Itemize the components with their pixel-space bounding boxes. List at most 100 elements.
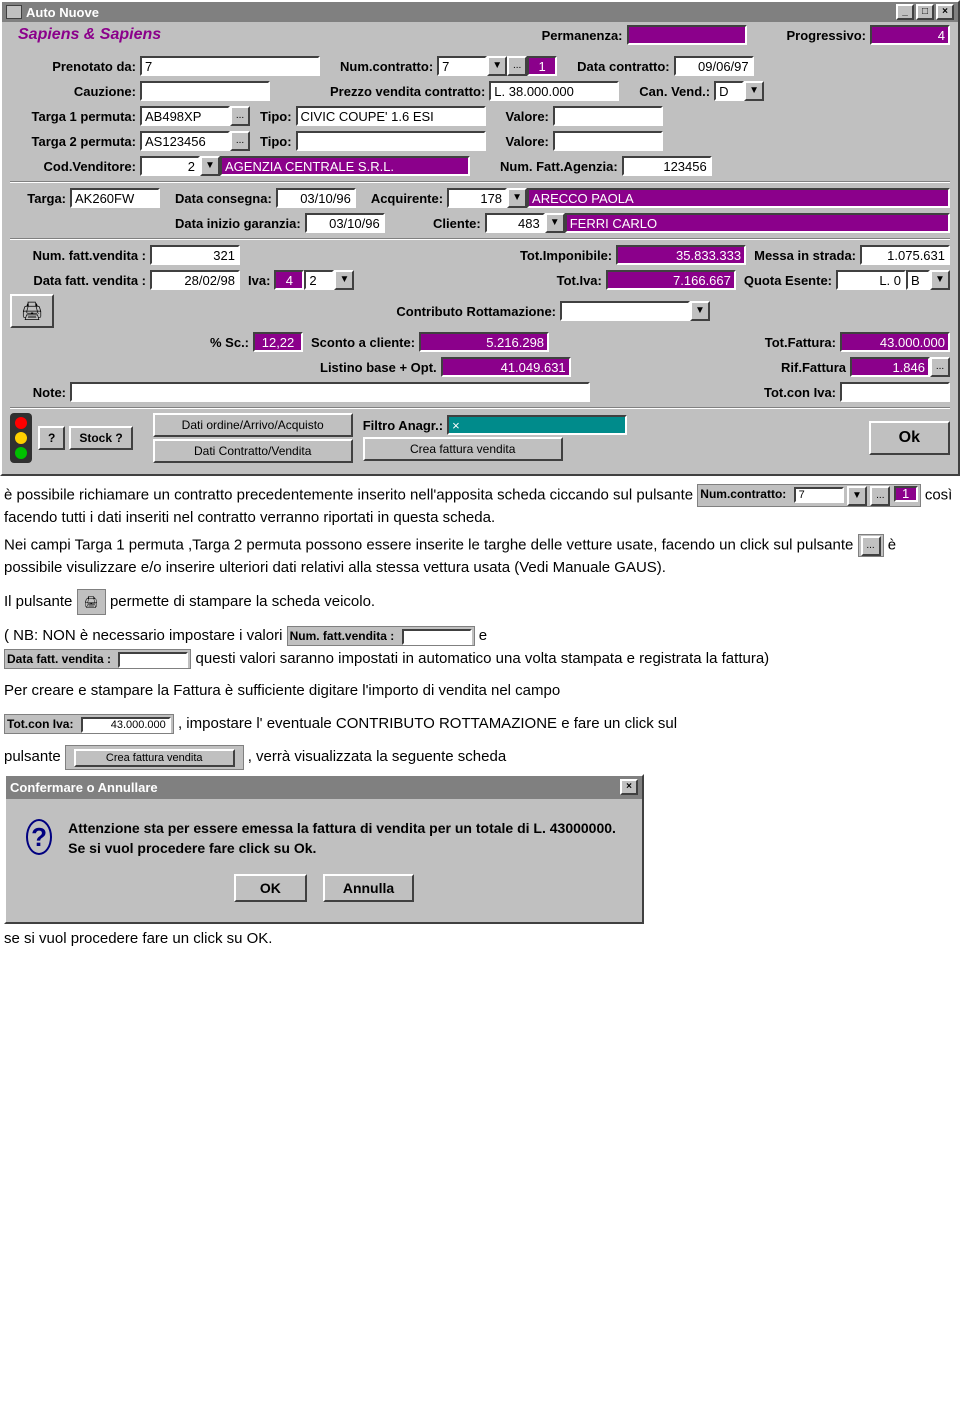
progressivo-field[interactable]: 4: [870, 25, 950, 45]
yellow-light-icon: [15, 432, 27, 444]
contrib-input[interactable]: [560, 301, 690, 321]
quota-code-input[interactable]: [906, 270, 930, 290]
targa1-input[interactable]: [140, 106, 230, 126]
doc-text: Nei campi Targa 1 permuta ,Targa 2 permu…: [4, 536, 858, 553]
permanenza-label: Permanenza:: [542, 28, 627, 43]
window-icon: [6, 5, 22, 19]
numcontratto-input[interactable]: [437, 56, 487, 76]
valore2-input[interactable]: [553, 131, 663, 151]
tipo1-input[interactable]: [296, 106, 486, 126]
datagaranzia-label: Data inizio garanzia:: [175, 216, 305, 231]
dataconsegna-label: Data consegna:: [175, 191, 276, 206]
datafattv-label: Data fatt. vendita :: [10, 273, 150, 288]
valore1-input[interactable]: [553, 106, 663, 126]
riffatt-field[interactable]: 1.846: [850, 357, 930, 377]
maximize-button[interactable]: □: [916, 4, 934, 20]
acquirente-label: Acquirente:: [371, 191, 447, 206]
riffatt-browse-button[interactable]: ...: [930, 357, 950, 377]
targa2-input[interactable]: [140, 131, 230, 151]
doc-text: Il pulsante: [4, 593, 77, 610]
numcontratto-browse-button[interactable]: ...: [507, 56, 527, 76]
totiva-field[interactable]: 7.166.667: [606, 270, 736, 290]
targa-input[interactable]: [70, 188, 160, 208]
messa-label: Messa in strada:: [754, 248, 860, 263]
crea-fattura-button[interactable]: Crea fattura vendita: [363, 437, 563, 461]
prenotato-input[interactable]: [140, 56, 320, 76]
totfatt-field[interactable]: 43.000.000: [840, 332, 950, 352]
help-button[interactable]: ?: [38, 426, 65, 450]
prezzo-input[interactable]: [489, 81, 619, 101]
snippet-datafattv: Data fatt. vendita :: [4, 649, 191, 669]
close-button[interactable]: ×: [936, 4, 954, 20]
datafattv-input[interactable]: [150, 270, 240, 290]
targa2-label: Targa 2 permuta:: [10, 134, 140, 149]
valore2-label: Valore:: [506, 134, 553, 149]
numfattv-input[interactable]: [150, 245, 240, 265]
acquirente-dropdown-icon[interactable]: ▼: [507, 188, 527, 208]
dialog-cancel-button[interactable]: Annulla: [323, 874, 414, 902]
dataconsegna-input[interactable]: [276, 188, 356, 208]
canvend-input[interactable]: [714, 81, 744, 101]
dialog-close-button[interactable]: ×: [620, 779, 638, 795]
snippet-numfattv: Num. fatt.vendita :: [287, 626, 475, 646]
totconiva-input[interactable]: [840, 382, 950, 402]
snippet-dropdown-icon: ▼: [847, 486, 867, 506]
numfattag-input[interactable]: [622, 156, 712, 176]
permanenza-field[interactable]: [627, 25, 747, 45]
messa-input[interactable]: [860, 245, 950, 265]
snippet-browse-icon: ...: [870, 486, 890, 506]
acquirente-input[interactable]: [447, 188, 507, 208]
agenzia-name: AGENZIA CENTRALE S.R.L.: [220, 156, 470, 176]
progressivo-label: Progressivo:: [787, 28, 870, 43]
quota-input[interactable]: [836, 270, 906, 290]
numcontratto-seq[interactable]: 1: [527, 56, 557, 76]
datacontratto-input[interactable]: [674, 56, 754, 76]
sc-field[interactable]: 12,22: [253, 332, 303, 352]
quota-dropdown-icon[interactable]: ▼: [930, 270, 950, 290]
stock-button[interactable]: Stock ?: [69, 426, 132, 450]
snippet-browse-icon: ...: [861, 536, 881, 556]
ok-button[interactable]: Ok: [869, 421, 950, 455]
minimize-button[interactable]: _: [896, 4, 914, 20]
codvend-input[interactable]: [140, 156, 200, 176]
dialog-ok-button[interactable]: OK: [234, 874, 307, 902]
iva1-field[interactable]: 4: [274, 270, 304, 290]
totfatt-label: Tot.Fattura:: [765, 335, 840, 350]
cliente-dropdown-icon[interactable]: ▼: [545, 213, 565, 233]
dati-ordine-button[interactable]: Dati ordine/Arrivo/Acquisto: [153, 413, 353, 437]
datagaranzia-input[interactable]: [305, 213, 385, 233]
tipo1-label: Tipo:: [260, 109, 296, 124]
brand-label: Sapiens & Sapiens: [10, 22, 169, 48]
tipo2-input[interactable]: [296, 131, 486, 151]
red-light-icon: [15, 417, 27, 429]
snippet-input: [118, 652, 188, 668]
contrib-dropdown-icon[interactable]: ▼: [690, 301, 710, 321]
iva2-input[interactable]: [304, 270, 334, 290]
note-input[interactable]: [70, 382, 590, 402]
sconto-field[interactable]: 5.216.298: [419, 332, 549, 352]
note-label: Note:: [10, 385, 70, 400]
quota-label: Quota Esente:: [744, 273, 836, 288]
doc-text: è possibile richiamare un contratto prec…: [4, 486, 697, 503]
iva-dropdown-icon[interactable]: ▼: [334, 270, 354, 290]
sconto-label: Sconto a cliente:: [311, 335, 419, 350]
targa1-browse-button[interactable]: ...: [230, 106, 250, 126]
doc-text: permette di stampare la scheda veicolo.: [110, 593, 375, 610]
totimp-field[interactable]: 35.833.333: [616, 245, 746, 265]
print-button[interactable]: 🖨: [10, 294, 54, 328]
snippet-label: Data fatt. vendita :: [7, 652, 115, 666]
doc-text: ( NB: NON è necessario impostare i valor…: [4, 627, 287, 644]
doc-text: questi valori saranno impostati in autom…: [196, 650, 770, 667]
snippet-print-button: 🖨: [77, 589, 106, 615]
cliente-input[interactable]: [485, 213, 545, 233]
targa2-browse-button[interactable]: ...: [230, 131, 250, 151]
canvend-dropdown-icon[interactable]: ▼: [744, 81, 764, 101]
numcontratto-dropdown-icon[interactable]: ▼: [487, 56, 507, 76]
contrib-label: Contributo Rottamazione:: [396, 304, 560, 319]
listino-field[interactable]: 41.049.631: [441, 357, 571, 377]
filtro-field[interactable]: ×: [447, 415, 627, 435]
cauzione-input[interactable]: [140, 81, 270, 101]
snippet-label: Num. fatt.vendita :: [290, 629, 399, 643]
codvend-dropdown-icon[interactable]: ▼: [200, 156, 220, 176]
dati-contratto-button[interactable]: Dati Contratto/Vendita: [153, 439, 353, 463]
